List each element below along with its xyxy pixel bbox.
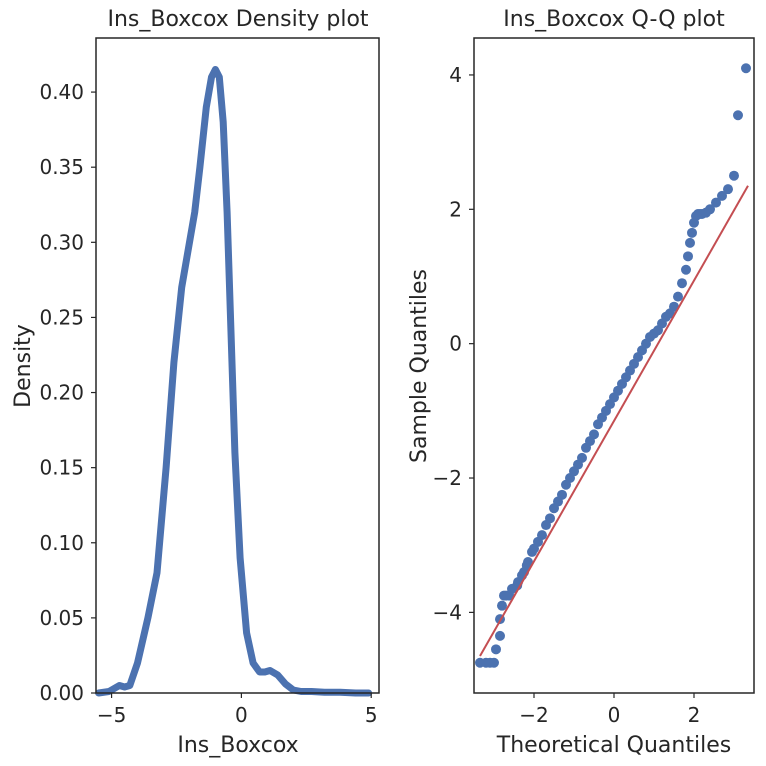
qq-point (733, 110, 743, 121)
qq-plot-ytick-label: 4 (449, 63, 462, 87)
qq-point (669, 301, 679, 312)
density-plot-ytick-label: 0.15 (39, 456, 84, 480)
density-plot-ytick-label: 0.40 (39, 80, 84, 104)
density-plot-xtick-label: 0 (235, 703, 248, 727)
qq-point (717, 190, 727, 201)
qq-point (685, 237, 695, 248)
qq-point (729, 170, 739, 181)
qq-point (723, 184, 733, 195)
density-plot-xlabel: Ins_Boxcox (177, 733, 298, 758)
qq-plot-ytick-label: 0 (449, 332, 462, 356)
density-plot-xtick-label: 5 (365, 703, 378, 727)
density-curve (95, 66, 373, 697)
qq-point (681, 264, 691, 275)
qq-plot-xtick-label: 0 (608, 703, 621, 727)
qq-reference-line (479, 185, 749, 657)
qq-point (495, 630, 505, 641)
qq-point (491, 644, 501, 655)
qq-plot-ytick-label: −2 (433, 466, 462, 490)
density-plot-ytick-label: 0.05 (39, 606, 84, 630)
qq-plot-ylabel: Sample Quantiles (407, 269, 432, 463)
density-plot-ylabel: Density (11, 324, 36, 408)
qq-plot-ytick-label: −4 (433, 600, 462, 624)
qq-point (545, 513, 555, 524)
qq-plot-xlabel: Theoretical Quantiles (496, 733, 731, 758)
qq-plot-title: Ins_Boxcox Q-Q plot (503, 7, 725, 32)
density-plot-title: Ins_Boxcox Density plot (107, 7, 368, 32)
qq-plot-panel: Ins_Boxcox Q-Q plot −2 0 2 −4 −2 0 2 4 Theoret… (407, 7, 755, 758)
density-plot-ytick-label: 0.00 (39, 681, 84, 705)
qq-point (589, 429, 599, 440)
qq-point (577, 452, 587, 463)
density-plot-xtick-label: −5 (97, 703, 126, 727)
density-plot-ytick-label: 0.10 (39, 531, 84, 555)
qq-plot-xtick-label: −2 (519, 703, 548, 727)
density-plot-frame (95, 37, 380, 694)
qq-point (523, 557, 533, 567)
qq-point (537, 530, 547, 541)
qq-plot-ytick-label: 2 (449, 197, 462, 221)
qq-point (677, 278, 687, 289)
density-plot-ytick-label: 0.20 (39, 381, 84, 405)
density-plot-ytick-label: 0.35 (39, 155, 84, 179)
qq-point (673, 291, 683, 302)
qq-point (683, 251, 693, 262)
qq-point (705, 204, 715, 215)
density-plot-ytick-label: 0.25 (39, 305, 84, 329)
qq-point (687, 227, 697, 238)
qq-point (497, 600, 507, 611)
qq-point (557, 489, 567, 500)
qq-plot-xtick-label: 2 (688, 703, 701, 727)
density-plot-ytick-label: 0.30 (39, 230, 84, 254)
qq-point (741, 63, 751, 74)
qq-point (711, 197, 721, 208)
density-plot-panel: Ins_Boxcox Density plot −5 0 5 0.00 0.05 0.1… (11, 7, 380, 758)
qq-point (489, 657, 499, 668)
